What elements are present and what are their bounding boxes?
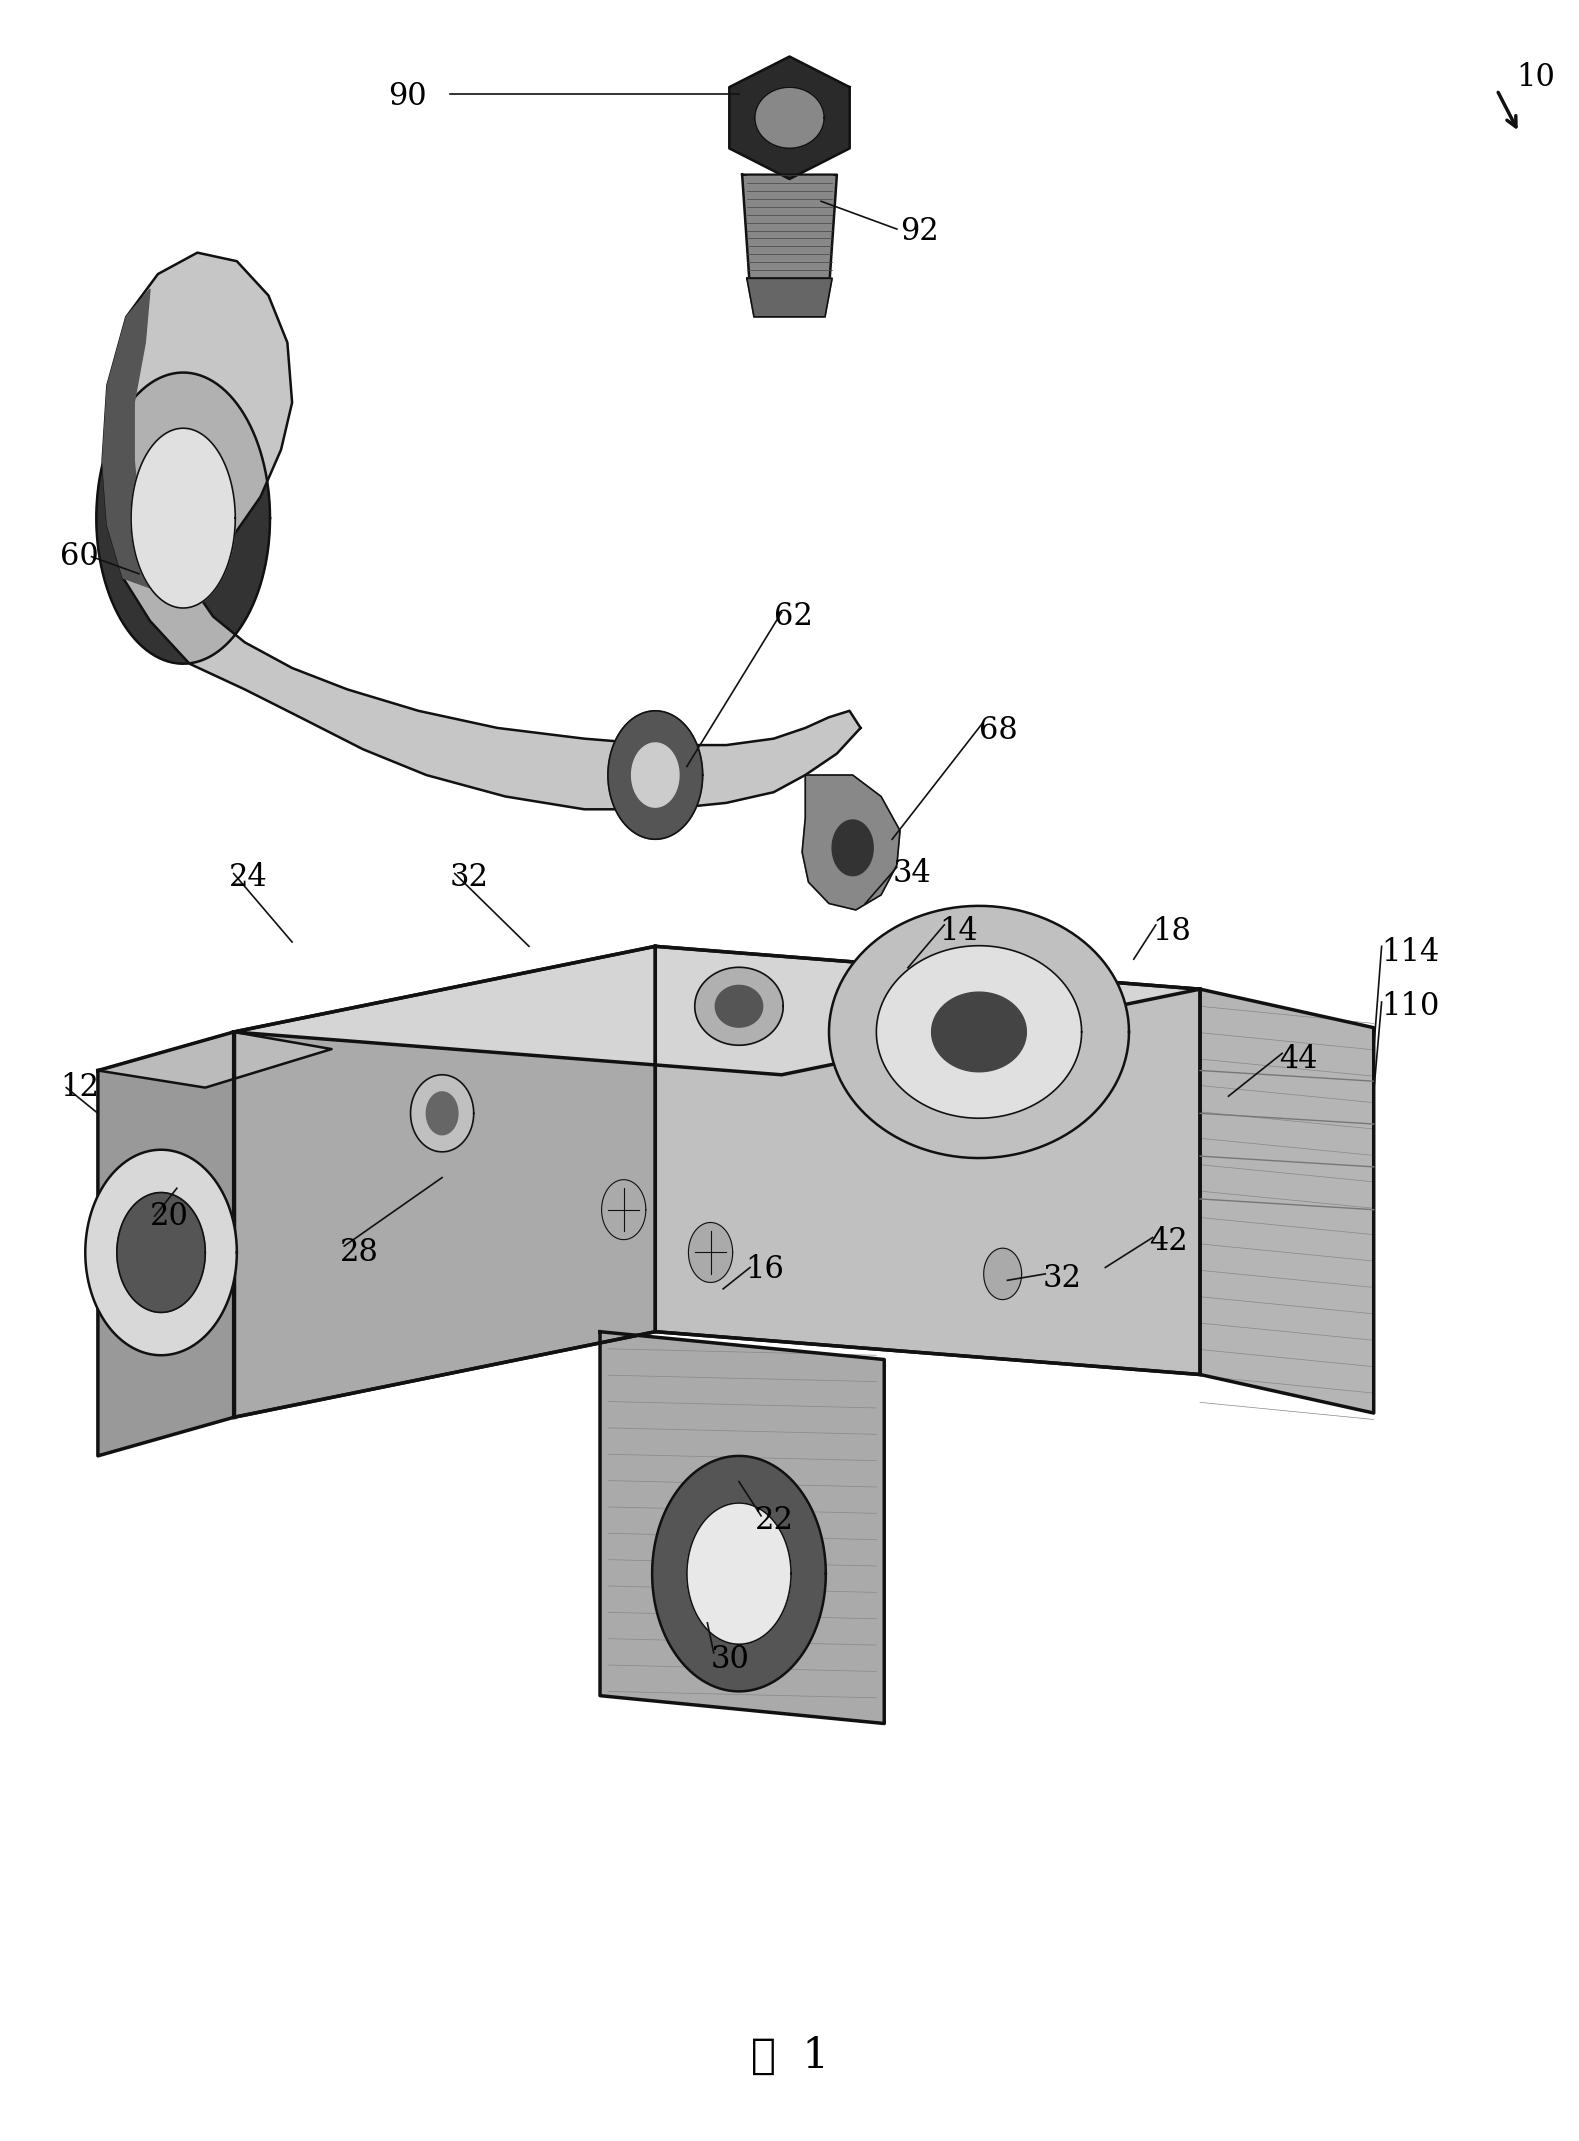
Polygon shape xyxy=(117,1193,205,1312)
Polygon shape xyxy=(600,1332,884,1724)
Text: 12: 12 xyxy=(60,1073,99,1103)
Polygon shape xyxy=(755,88,824,148)
Text: 32: 32 xyxy=(450,863,489,893)
Text: 24: 24 xyxy=(229,863,268,893)
Text: 10: 10 xyxy=(1516,62,1555,92)
Polygon shape xyxy=(802,775,900,910)
Polygon shape xyxy=(729,56,850,180)
Text: 16: 16 xyxy=(745,1255,785,1285)
Polygon shape xyxy=(876,946,1082,1118)
Polygon shape xyxy=(688,1223,733,1282)
Text: 62: 62 xyxy=(774,602,813,632)
Polygon shape xyxy=(426,1092,458,1135)
Polygon shape xyxy=(85,1150,237,1355)
Polygon shape xyxy=(234,946,1200,1075)
Text: 22: 22 xyxy=(755,1505,794,1535)
Polygon shape xyxy=(715,985,763,1028)
Polygon shape xyxy=(742,176,837,278)
Polygon shape xyxy=(103,253,861,809)
Polygon shape xyxy=(932,991,1026,1073)
Polygon shape xyxy=(984,1248,1022,1300)
Text: 92: 92 xyxy=(900,216,940,246)
Polygon shape xyxy=(98,1032,332,1088)
Polygon shape xyxy=(411,1075,474,1152)
Text: 44: 44 xyxy=(1279,1045,1317,1075)
Polygon shape xyxy=(103,289,171,595)
Polygon shape xyxy=(747,278,832,317)
Polygon shape xyxy=(602,1180,646,1240)
Text: 32: 32 xyxy=(1042,1263,1082,1293)
Text: 68: 68 xyxy=(979,715,1018,745)
Text: 90: 90 xyxy=(388,81,426,111)
Polygon shape xyxy=(234,946,655,1417)
Polygon shape xyxy=(695,968,783,1045)
Polygon shape xyxy=(652,1456,826,1691)
Text: 114: 114 xyxy=(1382,938,1440,968)
Text: 28: 28 xyxy=(339,1237,379,1267)
Text: 20: 20 xyxy=(150,1201,189,1231)
Polygon shape xyxy=(632,743,679,807)
Text: 30: 30 xyxy=(711,1644,750,1674)
Polygon shape xyxy=(131,428,235,608)
Polygon shape xyxy=(608,711,703,839)
Polygon shape xyxy=(655,946,1200,1375)
Text: 42: 42 xyxy=(1150,1227,1189,1257)
Polygon shape xyxy=(829,906,1129,1158)
Polygon shape xyxy=(1200,989,1374,1413)
Polygon shape xyxy=(832,820,873,876)
Text: 图  1: 图 1 xyxy=(750,2034,829,2077)
Text: 18: 18 xyxy=(1153,916,1192,946)
Polygon shape xyxy=(687,1503,791,1644)
Text: 110: 110 xyxy=(1382,991,1440,1021)
Text: 14: 14 xyxy=(940,916,979,946)
Polygon shape xyxy=(96,373,270,664)
Text: 60: 60 xyxy=(60,542,99,572)
Polygon shape xyxy=(98,1032,234,1456)
Text: 34: 34 xyxy=(892,859,932,889)
